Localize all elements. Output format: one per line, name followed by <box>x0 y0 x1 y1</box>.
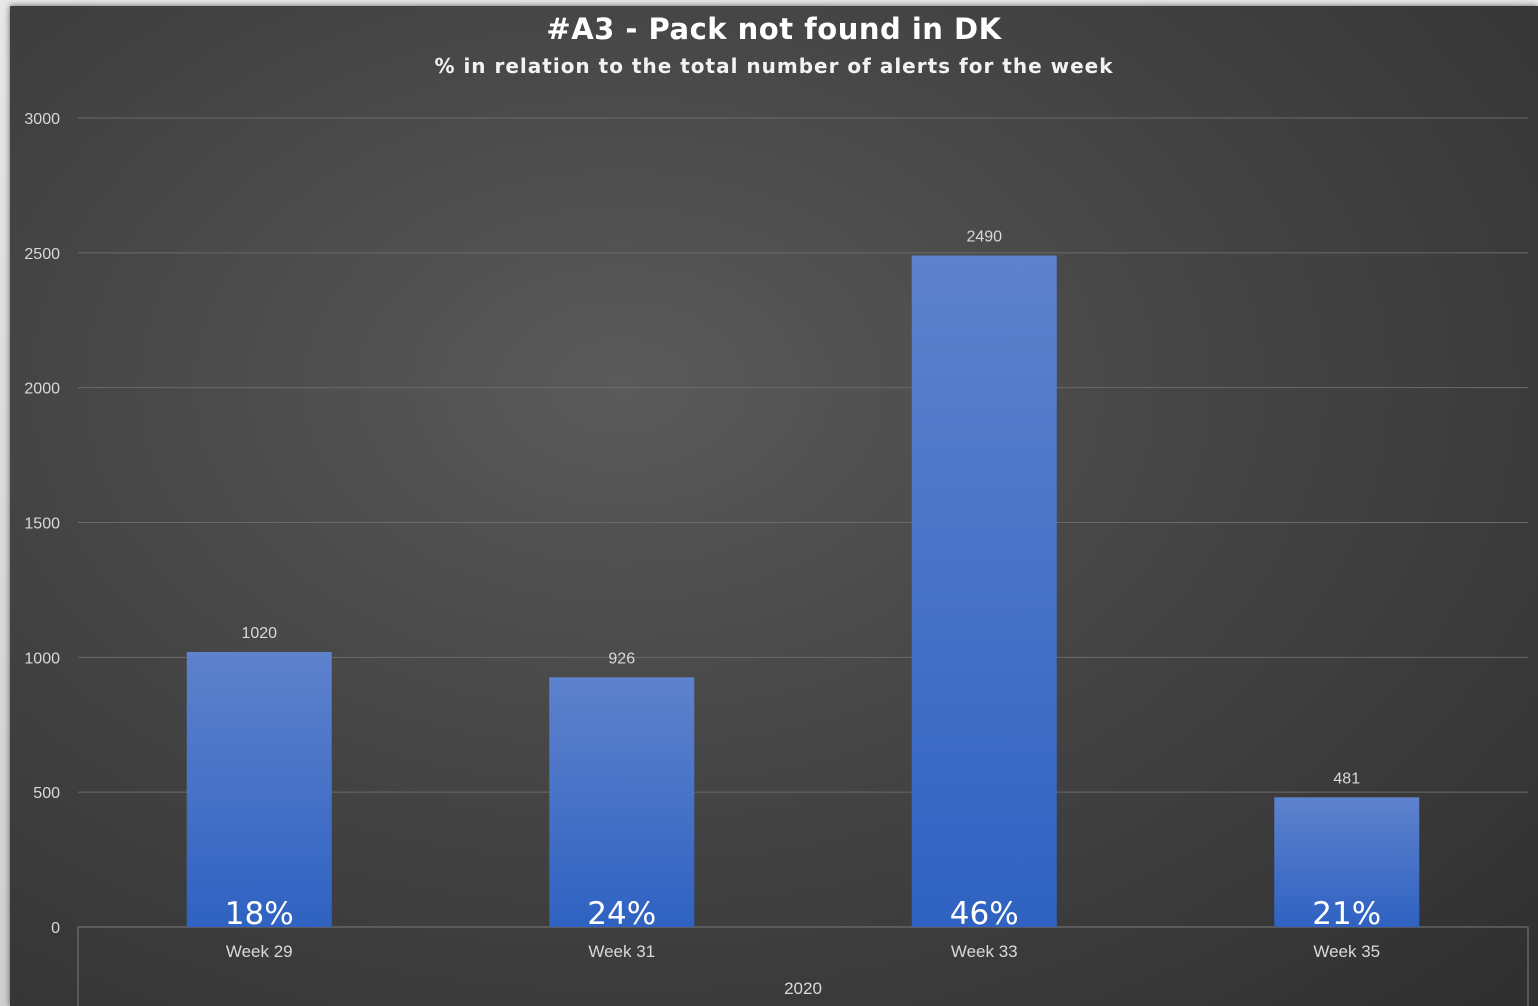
chart-area: #A3 - Pack not found in DK % in relation… <box>10 6 1538 1006</box>
labels: 0 500 1000 1500 2000 2500 3000 1020 18% Week 29 92… <box>24 111 1381 998</box>
x-tick-label-1: Week 29 <box>226 942 293 961</box>
x-tick-label-4: Week 35 <box>1313 942 1380 961</box>
y-tick-label-1000: 1000 <box>24 650 60 667</box>
percent-label-2: 24% <box>587 896 656 932</box>
y-tick-label-1500: 1500 <box>24 516 60 533</box>
y-tick-label-2500: 2500 <box>24 246 60 263</box>
data-label-4: 481 <box>1333 770 1360 787</box>
percent-label-1: 18% <box>225 896 294 932</box>
bar-4 <box>1274 797 1420 927</box>
chart-title: #A3 - Pack not found in DK <box>546 12 1002 46</box>
bar-1 <box>186 651 332 927</box>
y-tick-label-500: 500 <box>33 785 60 802</box>
y-tick-label-0: 0 <box>51 920 60 937</box>
x-tick-label-3: Week 33 <box>951 942 1018 961</box>
x-tick-label-2: Week 31 <box>588 942 655 961</box>
percent-label-3: 46% <box>950 896 1019 932</box>
plot-svg: 0 500 1000 1500 2000 2500 3000 1020 18% Week 29 92… <box>24 111 1529 1006</box>
x-group-label: 2020 <box>784 979 822 998</box>
bar-2 <box>549 677 695 927</box>
data-label-2: 926 <box>608 650 635 667</box>
y-tick-label-2000: 2000 <box>24 381 60 398</box>
data-label-3: 2490 <box>966 229 1002 246</box>
y-tick-label-3000: 3000 <box>24 111 60 128</box>
chart-subtitle: % in relation to the total number of ale… <box>434 54 1114 78</box>
bars <box>186 255 1420 927</box>
bar-3 <box>911 255 1057 927</box>
data-label-1: 1020 <box>241 625 277 642</box>
percent-label-4: 21% <box>1312 896 1381 932</box>
